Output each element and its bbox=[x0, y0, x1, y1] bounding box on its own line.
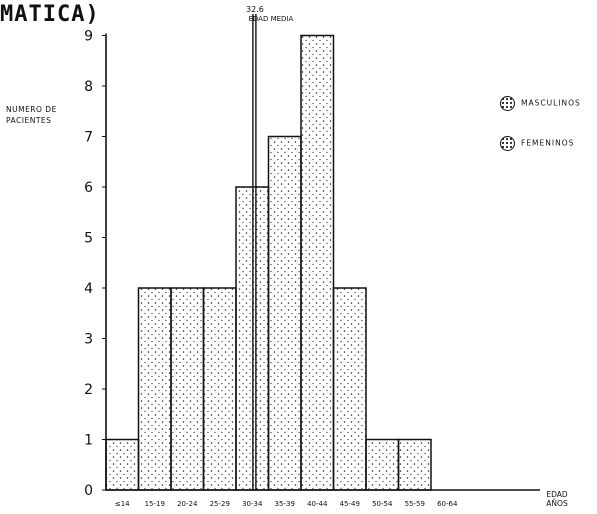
bar bbox=[397, 438, 432, 491]
x-tick-label: ≤14 bbox=[115, 500, 130, 508]
x-tick-label: 60-64 bbox=[437, 500, 458, 508]
y-tick-label: 2 bbox=[84, 382, 93, 398]
legend-item-femeninos: FEMENINOS bbox=[500, 136, 574, 151]
legend-swatch-icon bbox=[500, 96, 515, 111]
y-tick-label: 4 bbox=[84, 281, 93, 297]
y-tick-label: 5 bbox=[84, 231, 93, 247]
bar bbox=[170, 287, 205, 491]
bar bbox=[365, 438, 400, 491]
bar bbox=[300, 34, 335, 491]
x-tick-label: 15-19 bbox=[145, 500, 165, 508]
x-tick-label: 50-54 bbox=[372, 500, 393, 508]
bar bbox=[105, 438, 140, 491]
legend-label: FEMENINOS bbox=[521, 138, 575, 148]
x-tick-label: 30-34 bbox=[242, 500, 263, 508]
bar bbox=[267, 135, 302, 491]
x-axis-label: EDAD bbox=[546, 490, 568, 499]
legend-swatch-icon bbox=[500, 136, 515, 151]
bar bbox=[332, 287, 367, 491]
y-tick-label: 8 bbox=[84, 79, 93, 95]
x-tick-label: 55-59 bbox=[405, 500, 425, 508]
x-tick-label: 40-44 bbox=[307, 500, 328, 508]
y-tick-label: 6 bbox=[84, 180, 93, 196]
x-tick-label: 45-49 bbox=[340, 500, 360, 508]
y-tick-label: 0 bbox=[84, 483, 93, 499]
y-tick-label: 1 bbox=[84, 433, 93, 449]
y-axis-label: NUMERO DE PACIENTES bbox=[6, 105, 57, 125]
x-axis-label: AÑOS bbox=[546, 499, 568, 508]
y-tick-label: 9 bbox=[84, 29, 93, 45]
mean-label: EDAD MEDIA bbox=[248, 15, 293, 23]
legend-label: MASCULINOS bbox=[521, 98, 581, 108]
bar bbox=[137, 287, 172, 491]
bar bbox=[202, 287, 237, 491]
x-tick-label: 25-29 bbox=[210, 500, 230, 508]
y-tick-label: 7 bbox=[84, 130, 93, 146]
legend-item-masculinos: MASCULINOS bbox=[500, 96, 581, 111]
chart-title: MATICA) bbox=[0, 2, 100, 27]
x-tick-label: 35-39 bbox=[275, 500, 295, 508]
x-tick-label: 20-24 bbox=[177, 500, 198, 508]
y-tick-label: 3 bbox=[84, 332, 93, 348]
mean-value-label: 32.6 bbox=[246, 5, 264, 14]
